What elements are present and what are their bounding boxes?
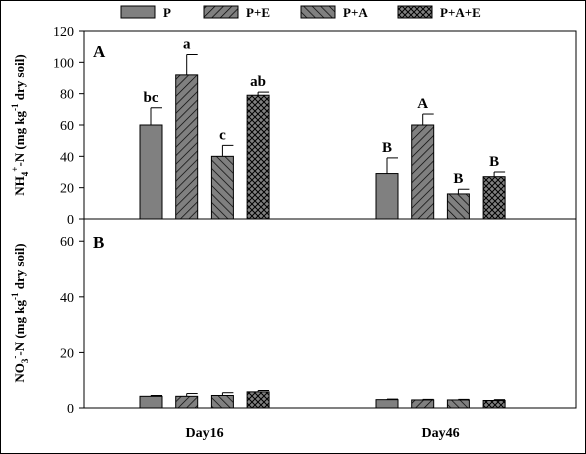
- y-tick-label-a-1: 20: [60, 182, 74, 197]
- legend-label-3: P+A+E: [440, 5, 481, 20]
- y-tick-label-b-2: 40: [60, 291, 74, 306]
- y-axis-label-b: NO3--N (mg kg-1 dry soil): [10, 243, 30, 382]
- legend: P P+E P+A P+A+E: [120, 5, 481, 20]
- y-label-a-end: dry soil): [12, 54, 27, 103]
- bar-b-0-0: [139, 395, 163, 409]
- panel-b-label: B: [93, 233, 104, 252]
- legend-swatch-3: [397, 5, 433, 19]
- bar-b-2-0: [210, 394, 234, 409]
- bar-b-1-1: [411, 399, 435, 409]
- y-tick-label-a-4: 80: [60, 88, 74, 103]
- panel-a-label: A: [93, 42, 106, 61]
- sig-letter-a-2-0: c: [219, 127, 226, 143]
- y-label-b-mid: -N (mg kg: [12, 300, 27, 356]
- panel-b-frame: [83, 218, 577, 409]
- y-label-a-mid: -N (mg kg: [12, 110, 27, 166]
- y-tick-label-b-0: 0: [67, 402, 74, 417]
- bar-a-3-0: [246, 94, 270, 220]
- bar-b-3-1: [482, 399, 506, 409]
- y-label-a-exp: -1: [10, 103, 20, 111]
- bar-b-0-1: [375, 399, 399, 409]
- sig-letter-a-1-0: a: [183, 37, 191, 53]
- y-label-b-sup: -: [10, 356, 20, 359]
- y-label-a-base: NH: [12, 176, 27, 196]
- y-tick-label-a-2: 40: [60, 150, 74, 165]
- x-axis-categories: Day16 Day46: [185, 426, 459, 441]
- legend-label-2: P+A: [343, 5, 368, 20]
- bar-b-2-1: [446, 399, 470, 409]
- bar-a-1-0: [175, 74, 199, 220]
- y-tick-label-b-1: 20: [60, 346, 74, 361]
- y-tick-label-a-5: 100: [53, 56, 74, 71]
- sig-letter-a-3-1: B: [489, 154, 499, 170]
- bar-a-0-0: [139, 124, 163, 220]
- legend-swatch-1: [203, 5, 239, 19]
- y-label-b-exp: -1: [10, 292, 20, 300]
- bar-a-2-0: [210, 155, 234, 220]
- y-label-a-sup: +: [10, 167, 20, 172]
- x-category-label-0: Day16: [185, 426, 223, 441]
- bar-a-2-1: [446, 193, 470, 220]
- legend-swatch-2: [300, 5, 336, 19]
- y-tick-label-a-6: 120: [53, 25, 74, 40]
- y-label-b-end: dry soil): [12, 243, 27, 292]
- sig-letter-a-0-1: B: [382, 140, 392, 156]
- sig-letter-a-2-1: B: [453, 171, 463, 187]
- panel-a: A 0 20 40 60 80 100 120 bc Ba Ac Bab B NH4+-N (mg …: [10, 25, 577, 228]
- bar-a-0-1: [375, 173, 399, 220]
- sig-letter-a-1-1: A: [417, 96, 428, 112]
- bar-a-3-1: [482, 176, 506, 220]
- bars-a: bc Ba Ac Bab B: [139, 37, 506, 220]
- y-label-a-sub: 4: [20, 171, 30, 176]
- y-tick-label-b-3: 60: [60, 235, 74, 250]
- legend-label-1: P+E: [246, 5, 270, 20]
- y-label-b-base: NO: [12, 363, 27, 383]
- panel-b: B 0 20 40 60 NO3--N (mg kg-1 dry soil): [10, 218, 577, 417]
- legend-swatch-0: [120, 5, 156, 19]
- bars-b: [139, 389, 506, 409]
- y-axis-a: 0 20 40 60 80 100 120: [53, 25, 84, 228]
- y-tick-label-a-3: 60: [60, 119, 74, 134]
- y-label-b-sub: 3: [20, 358, 30, 363]
- y-tick-label-a-0: 0: [67, 213, 74, 228]
- sig-letter-a-3-0: ab: [250, 74, 266, 90]
- legend-label-0: P: [163, 5, 171, 20]
- bar-a-1-1: [411, 124, 435, 220]
- x-category-label-1: Day46: [421, 426, 459, 441]
- y-axis-b: 0 20 40 60: [60, 235, 84, 417]
- sig-letter-a-0-0: bc: [144, 90, 159, 106]
- y-axis-label-a: NH4+-N (mg kg-1 dry soil): [10, 54, 30, 195]
- bar-b-1-0: [175, 395, 199, 409]
- bar-b-3-0: [246, 391, 270, 409]
